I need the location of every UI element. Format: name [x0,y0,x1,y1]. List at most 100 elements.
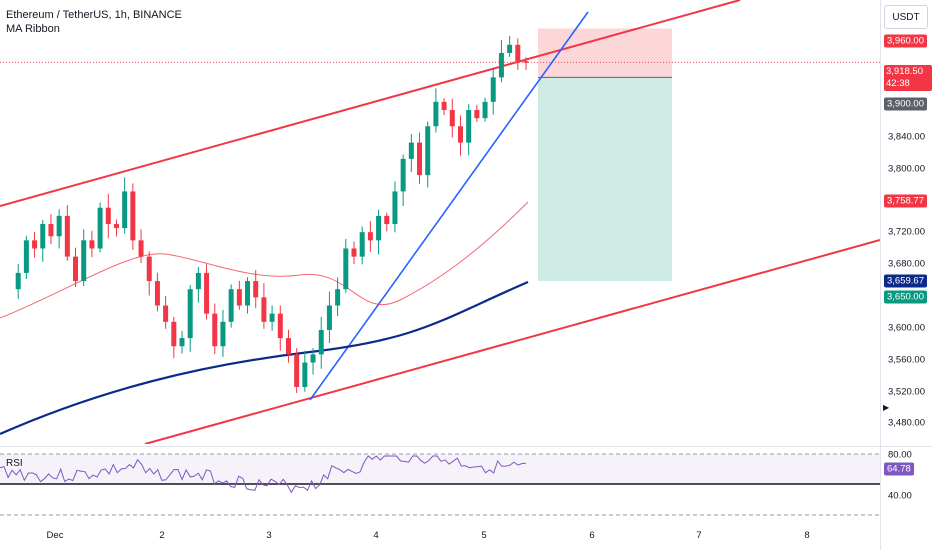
symbol-title[interactable]: Ethereum / TetherUS, 1h, BINANCE [6,9,182,21]
candle-body [105,207,111,225]
candle-body [433,101,439,127]
candle-body [245,281,251,306]
price-tick: 3,480.00 [888,417,925,429]
target-top-badge: 3,960.00 [884,34,927,48]
candle-body [163,305,169,322]
candle-body [343,248,349,290]
candle-body [335,289,341,306]
time-label: 5 [481,530,487,541]
channel-upper-line [0,0,741,207]
candle-body [179,338,185,347]
channel-lower-line [144,239,880,444]
candle-body [64,215,70,257]
candle-body [187,289,193,339]
candle-body [220,321,226,347]
candle-body [97,207,103,249]
price-axis[interactable] [880,0,932,550]
candle-body [449,109,455,127]
time-label: Dec [46,530,64,541]
candle-body [457,126,463,143]
take-profit-zone [538,77,672,282]
candle-body [15,272,21,290]
rsi-line [0,455,527,494]
ma-slow-badge: 3,659.67 [884,274,927,288]
candlestick-chart-canvas[interactable] [0,0,880,444]
current-price-value: 3,918.50 [886,66,923,77]
time-label: 6 [589,530,595,541]
candle-body [113,224,119,229]
candle-body [523,61,529,63]
price-tick: 3,680.00 [888,258,925,270]
candle-body [474,109,480,119]
candle-body [466,109,472,143]
ma-fast-badge: 3,758.77 [884,194,927,208]
currency-button[interactable]: USDT [884,5,928,29]
candle-body [89,240,95,249]
entry-price-badge: 3,900.00 [884,97,927,111]
candle-body [204,272,210,314]
current-price-badge: 3,918.50 42:38 [884,65,932,91]
candle-body [482,101,488,119]
candle-body [81,240,87,282]
rsi-level-tick: 80.00 [888,449,912,461]
candle-body [56,215,62,237]
time-label: 7 [696,530,702,541]
candle-body [146,256,152,282]
candle-body [310,354,316,363]
price-tick: 3,720.00 [888,226,925,238]
rsi-label[interactable]: RSI [6,458,23,469]
candle-body [40,224,46,249]
candle-body [490,77,496,102]
scroll-arrow-icon[interactable]: ▶ [883,403,890,412]
candle-body [351,248,357,257]
candle-body [277,313,283,339]
time-label: 4 [373,530,379,541]
price-tick: 3,600.00 [888,322,925,334]
candle-body [48,224,54,237]
candle-body [318,329,324,355]
candle-body [417,142,423,176]
price-tick: 3,840.00 [888,131,925,143]
rsi-value-badge: 64.78 [884,462,914,476]
candle-body [228,289,234,322]
candle-body [498,52,504,78]
candle-body [212,313,218,347]
candle-body [359,232,365,257]
price-tick: 3,520.00 [888,386,925,398]
chart-legend: Ethereum / TetherUS, 1h, BINANCE MA Ribb… [6,8,182,36]
candle-body [138,240,144,257]
candle-body [376,215,382,241]
candle-body [73,256,79,282]
rsi-band-fill [0,454,880,484]
slow-moving-average [0,280,529,436]
candle-body [122,191,128,229]
candle-body [32,240,38,249]
candle-body [425,126,431,176]
candle-body [392,191,398,225]
candle-body [261,297,267,322]
candle-body [285,338,291,355]
candle-body [130,191,136,241]
candle-body [23,240,29,273]
candle-body [441,101,447,110]
candle-body [171,321,177,347]
price-tick: 3,800.00 [888,163,925,175]
candle-body [367,232,373,241]
rsi-pane[interactable] [0,450,880,516]
support-trendline [309,11,589,401]
candle-body [269,313,275,322]
pane-divider[interactable] [0,446,932,447]
candle-body [507,44,513,53]
candle-countdown: 42:38 [886,78,910,89]
candle-body [236,289,242,306]
candle-body [195,272,201,290]
candle-body [294,354,300,387]
candle-body [302,362,308,387]
indicator-label[interactable]: MA Ribbon [6,23,60,35]
time-label: 3 [266,530,272,541]
candle-body [515,44,521,62]
candle-body [154,281,160,306]
fast-moving-average [0,201,529,319]
candle-body [400,158,406,192]
candle-body [408,142,414,159]
